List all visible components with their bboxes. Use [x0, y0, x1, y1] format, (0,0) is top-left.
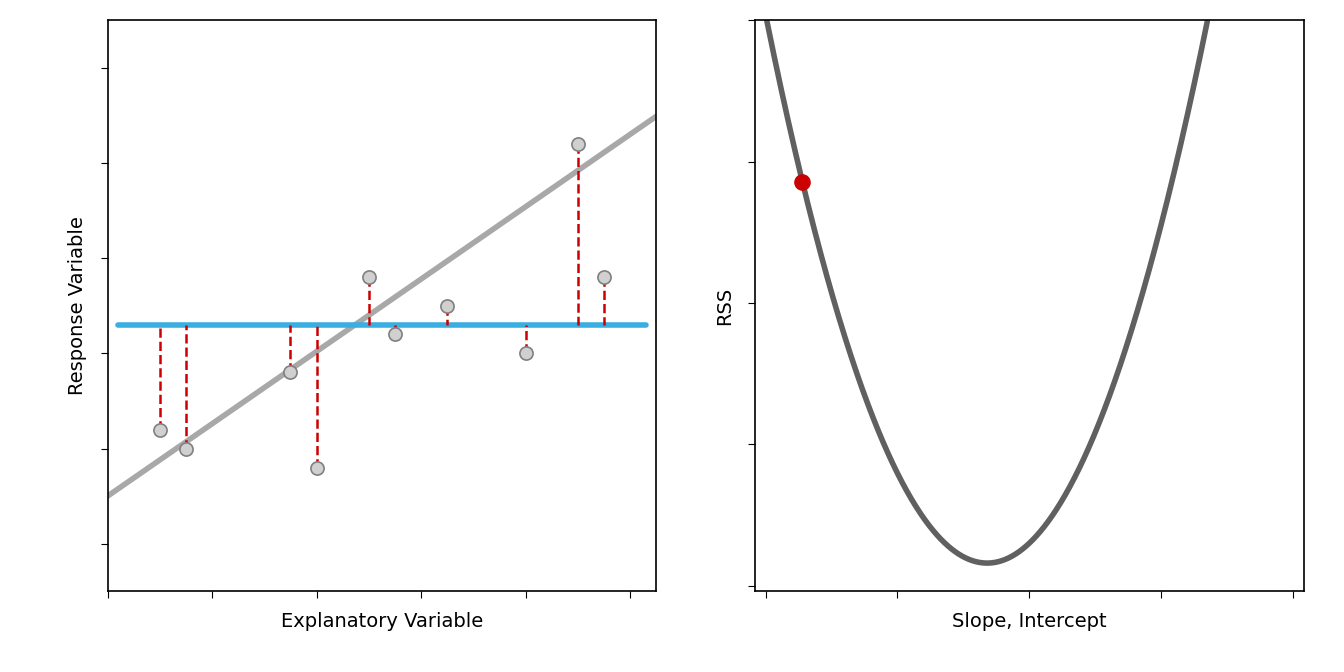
Y-axis label: Response Variable: Response Variable	[67, 216, 86, 395]
X-axis label: Slope, Intercept: Slope, Intercept	[952, 612, 1106, 631]
Y-axis label: RSS: RSS	[715, 287, 734, 325]
Point	[306, 462, 328, 473]
Point	[149, 424, 171, 435]
Point	[175, 444, 196, 454]
Point	[567, 138, 589, 149]
Point	[593, 272, 614, 283]
Point	[358, 272, 379, 283]
Point	[384, 329, 406, 340]
Point	[437, 300, 458, 311]
Point	[515, 348, 536, 359]
Point	[280, 367, 301, 378]
X-axis label: Explanatory Variable: Explanatory Variable	[281, 612, 482, 631]
Point	[792, 177, 813, 187]
